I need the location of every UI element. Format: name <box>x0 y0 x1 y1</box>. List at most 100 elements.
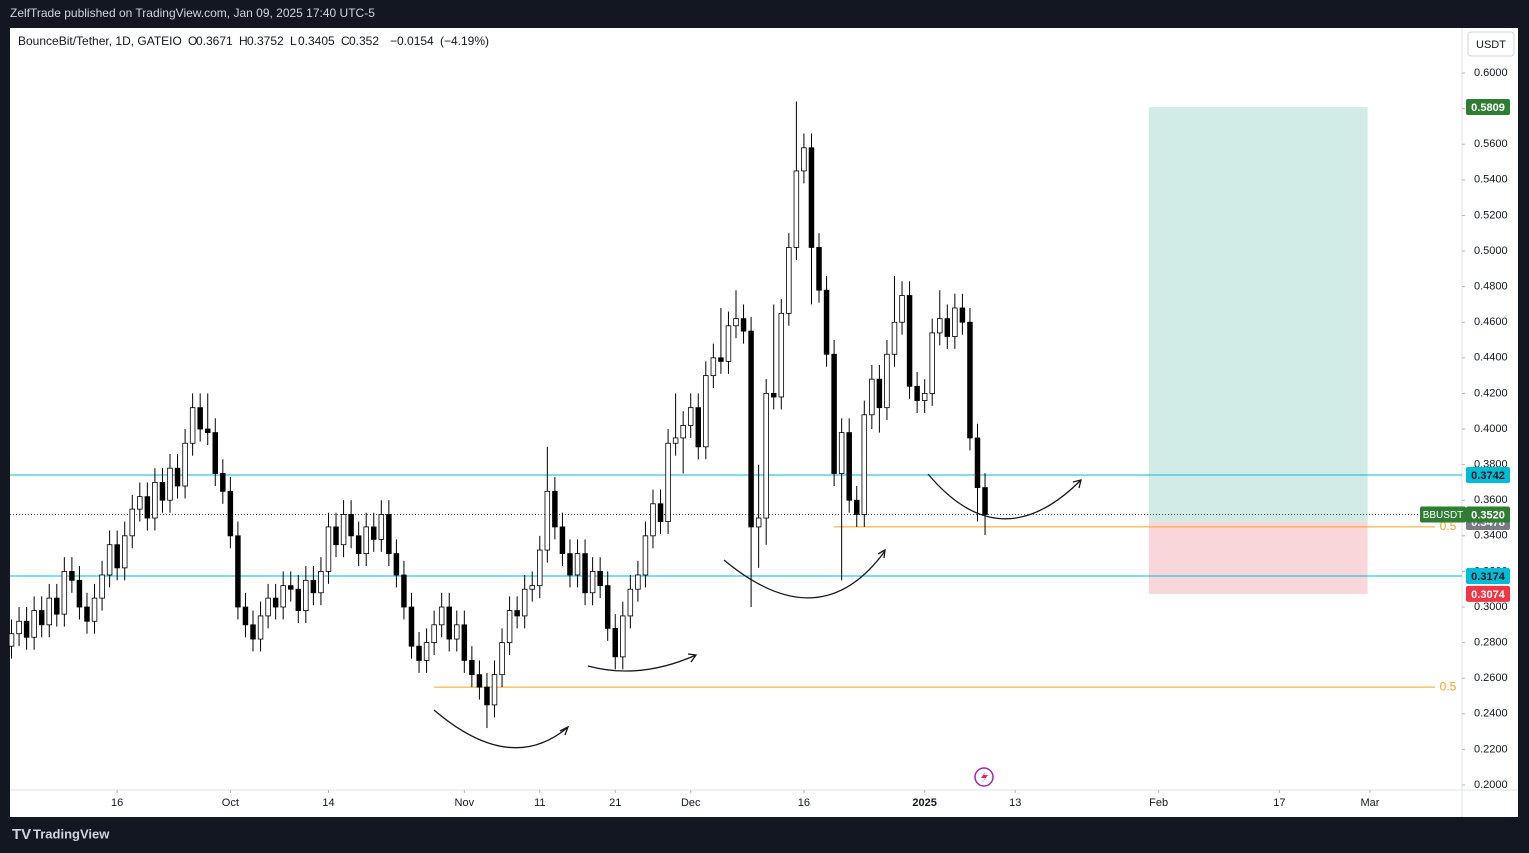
candle-body <box>574 553 581 576</box>
candle-body <box>952 307 958 337</box>
candle-body <box>657 503 664 522</box>
candle-body <box>242 606 249 626</box>
candle-body <box>763 393 769 519</box>
curve-arrow <box>723 550 886 599</box>
candle-body <box>288 585 294 590</box>
candle-body <box>318 571 324 594</box>
candle-body <box>137 496 143 510</box>
candle-body <box>106 544 113 576</box>
currency-button[interactable] <box>1467 31 1515 57</box>
candle-body <box>959 307 966 323</box>
candle-body <box>8 633 15 647</box>
legend-value: 0.3405 <box>298 34 335 48</box>
x-tick-label: Nov <box>455 797 475 809</box>
candle-body <box>386 514 392 555</box>
candle-body <box>454 624 460 640</box>
candle-body <box>612 627 618 658</box>
curve-arrow <box>927 473 1081 520</box>
candle-body <box>174 467 181 487</box>
curve-arrow <box>433 709 568 749</box>
candle-body <box>552 490 558 528</box>
x-tick-label: 2025 <box>912 797 936 809</box>
candle-body <box>567 553 573 576</box>
candle-body <box>921 393 928 401</box>
candle-body <box>974 437 981 488</box>
price-badge-label: 0.3174 <box>1471 571 1506 583</box>
y-tick-label: 0.3600 <box>1474 494 1508 506</box>
candle-body <box>250 624 256 640</box>
plot: 0.5 0.5 <box>8 101 1462 729</box>
candle-body <box>559 526 566 555</box>
candle-body <box>114 544 120 569</box>
price-badge <box>1466 466 1510 483</box>
candle-body <box>937 318 943 334</box>
arrow-head <box>1072 479 1082 489</box>
candle-body <box>76 579 83 608</box>
candle-body <box>816 247 822 291</box>
candle-body <box>914 385 920 401</box>
candle-body <box>31 610 37 638</box>
candle-body <box>695 407 702 448</box>
candle-body <box>61 571 68 615</box>
x-tick-label: Feb <box>1149 797 1168 809</box>
candle-body <box>929 332 935 394</box>
y-tick-label: 0.4200 <box>1474 387 1508 399</box>
candle-body <box>808 147 815 248</box>
y-tick-label: 0.3000 <box>1474 601 1508 613</box>
y-tick-label: 0.2400 <box>1474 708 1508 720</box>
x-tick-label: 16 <box>798 797 810 809</box>
candle-body <box>529 585 535 590</box>
candle-body <box>854 499 860 515</box>
candle-body <box>438 606 445 626</box>
candle-body <box>846 432 852 501</box>
candle-body <box>740 318 747 332</box>
candle-body <box>416 645 422 661</box>
candle-body <box>906 295 913 387</box>
candle-body <box>348 514 354 537</box>
candle-body <box>982 487 988 515</box>
candle-body <box>642 535 649 576</box>
candle-body <box>340 514 347 546</box>
candle-body <box>718 357 724 362</box>
candle-body <box>408 606 415 647</box>
candle-body <box>620 615 626 658</box>
candle-body <box>801 147 807 172</box>
candle-body <box>152 482 158 519</box>
price-badge <box>1466 99 1510 116</box>
candle-body <box>899 295 905 323</box>
legend-value: 0.352 <box>349 34 379 48</box>
legend-key: L <box>290 34 297 48</box>
candle-body <box>295 588 302 611</box>
candle-body <box>884 353 890 409</box>
candle-body <box>303 579 309 611</box>
x-tick-label: 14 <box>322 797 334 809</box>
y-tick-label: 0.2200 <box>1474 743 1508 755</box>
y-tick-label: 0.3400 <box>1474 530 1508 542</box>
candle-body <box>748 330 754 528</box>
candle-body <box>401 574 407 608</box>
candle-body <box>257 615 264 640</box>
legend-value: 0.3671 <box>196 34 233 48</box>
candle-body <box>46 597 52 626</box>
brand-logo: TV <box>12 826 31 843</box>
event-bolt <box>981 771 988 783</box>
candle-body <box>831 353 837 474</box>
candle-body <box>582 553 588 594</box>
candle-body <box>635 574 641 590</box>
currency[interactable]: USDT <box>1476 39 1506 51</box>
candle-body <box>755 517 762 528</box>
legend-key: C <box>341 34 350 48</box>
legend-key: H <box>239 34 248 48</box>
x-tick-label: 17 <box>1273 797 1285 809</box>
publisher: ZelfTrade published on TradingView.com, … <box>10 6 375 20</box>
candle-body <box>627 588 634 617</box>
candle-body <box>680 425 686 439</box>
candle-body <box>491 674 498 706</box>
candle-body <box>672 437 679 444</box>
candle-body <box>182 442 188 487</box>
brand: TradingView <box>33 826 110 841</box>
candle-body <box>197 407 203 430</box>
candle-body <box>371 526 377 540</box>
